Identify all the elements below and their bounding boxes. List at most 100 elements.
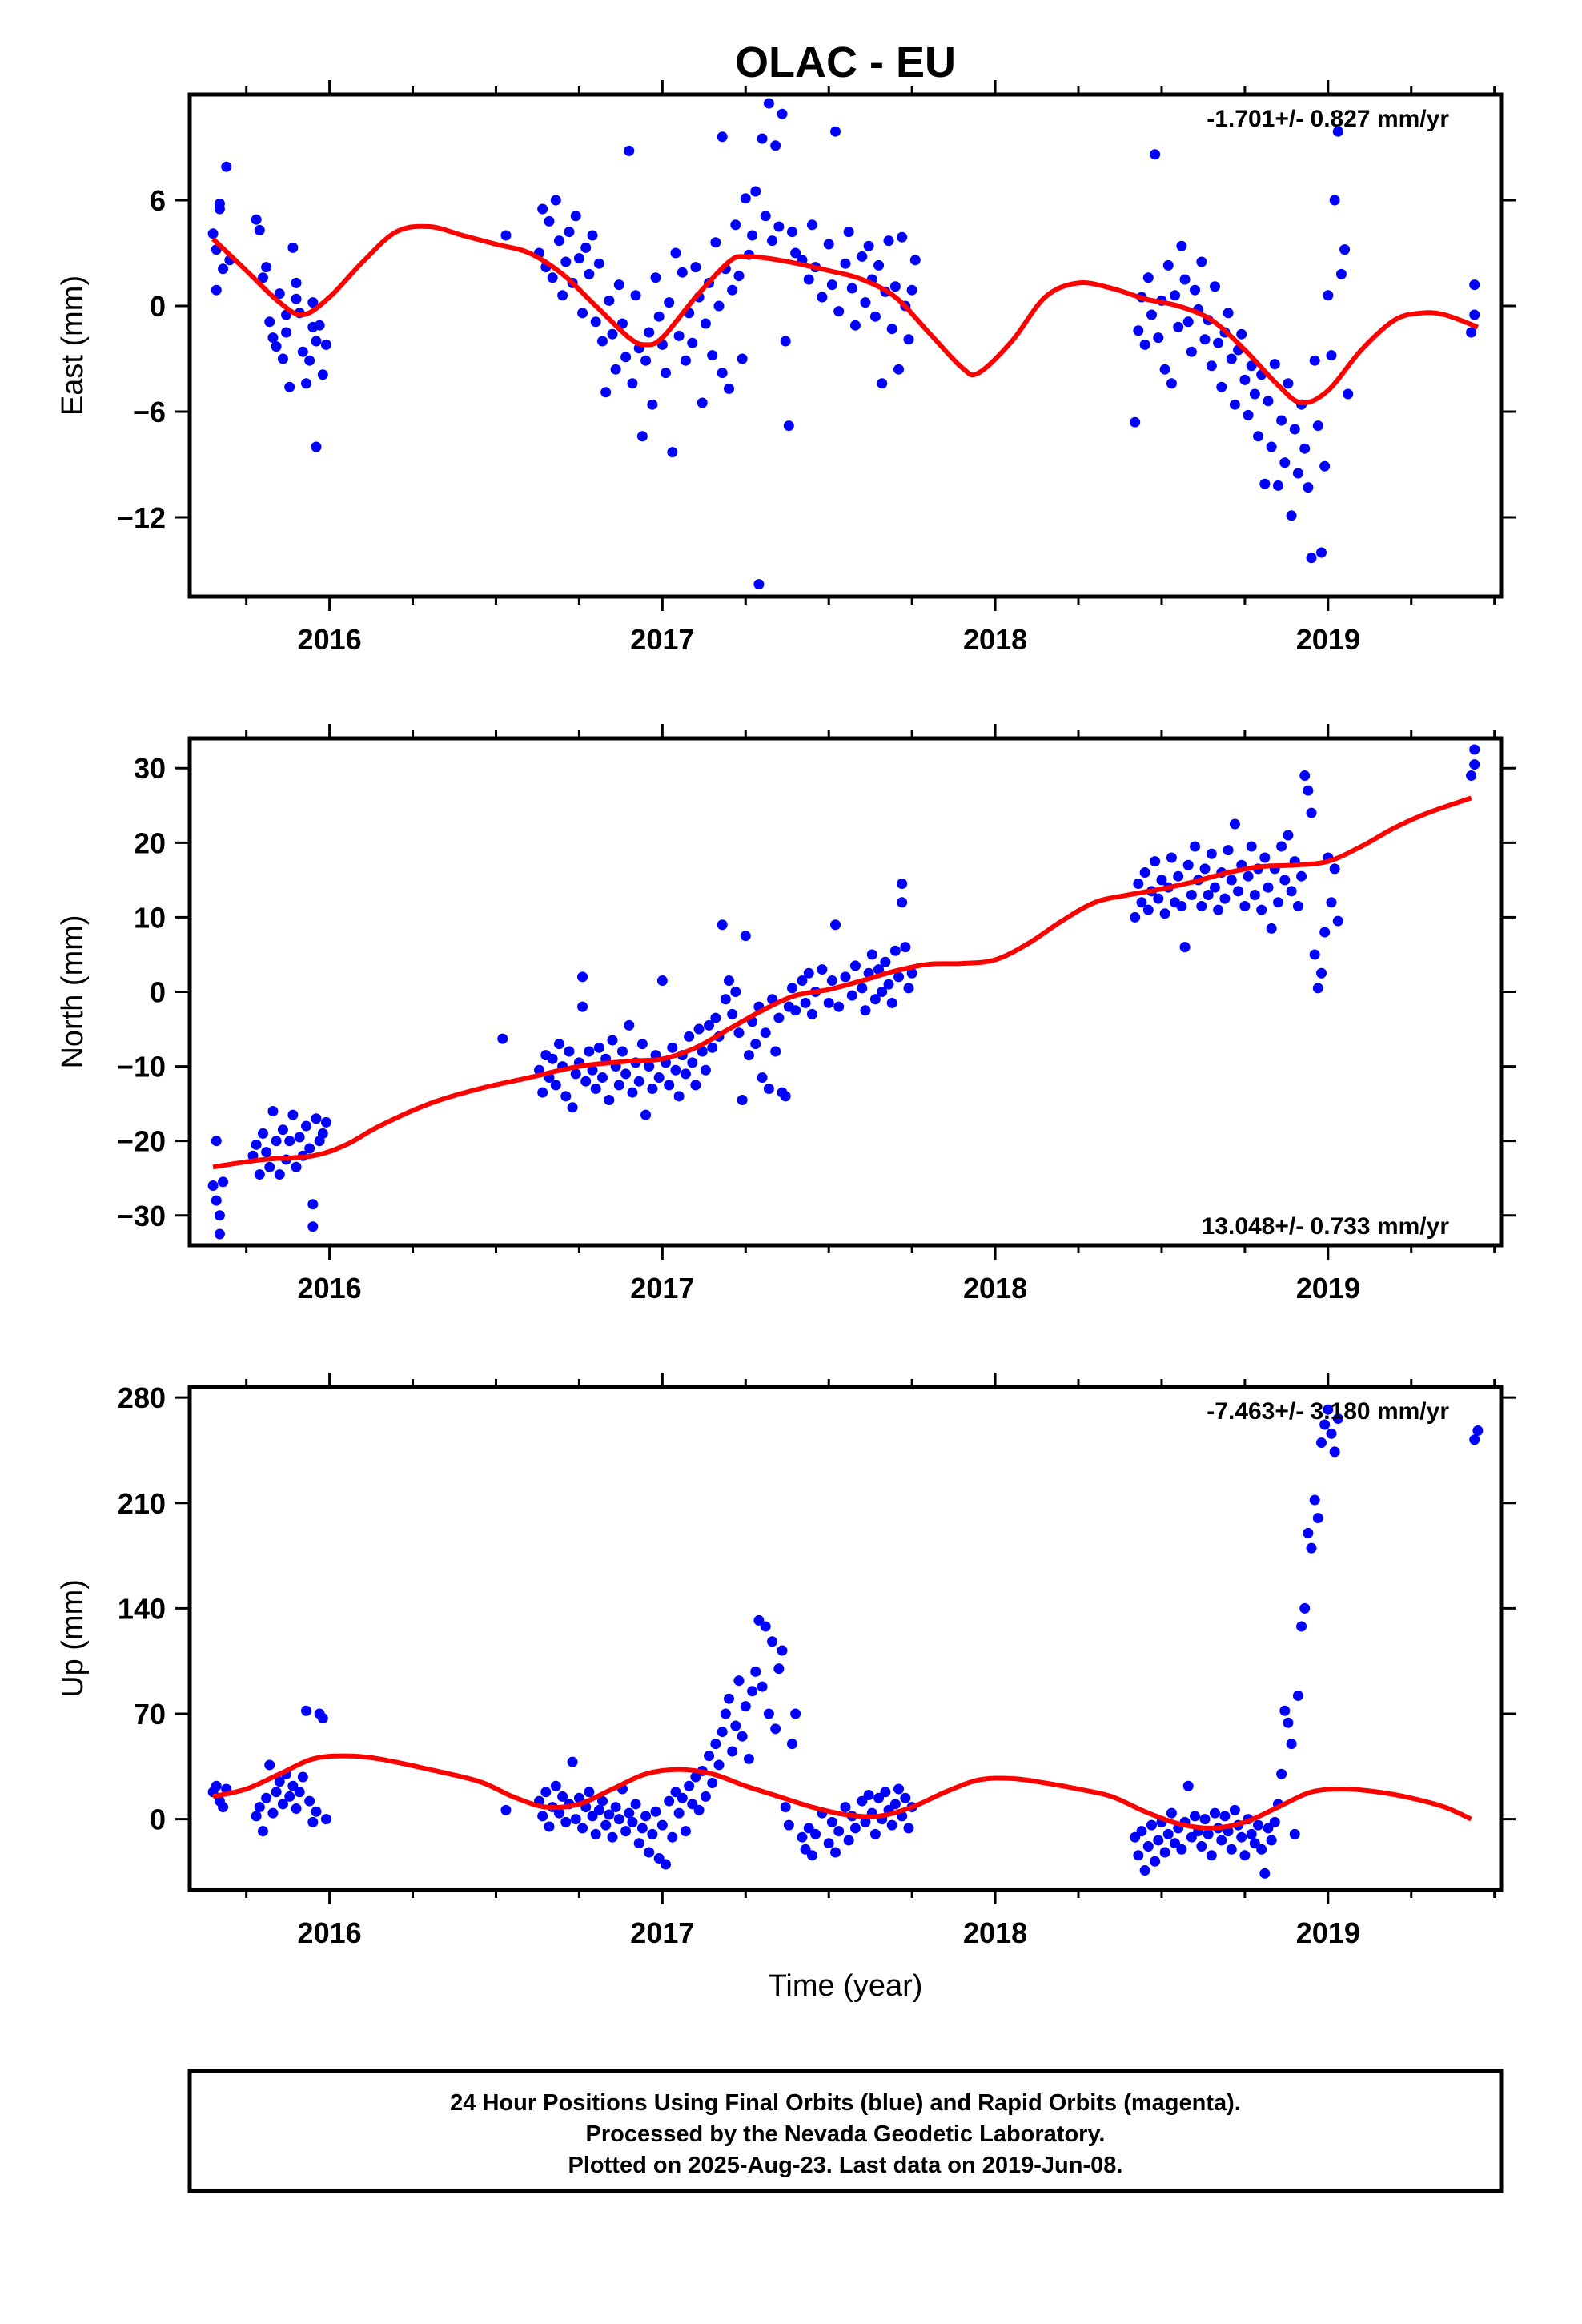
data-point: [704, 1751, 715, 1762]
data-point: [218, 263, 229, 275]
data-point: [1319, 460, 1331, 472]
data-point: [1186, 1831, 1197, 1843]
data-point: [1146, 309, 1157, 320]
data-point: [1216, 381, 1227, 392]
data-point: [277, 1124, 288, 1136]
data-point: [320, 339, 331, 350]
x-tick-label: 2016: [298, 623, 362, 656]
data-point: [661, 1859, 672, 1870]
data-point: [564, 1046, 575, 1057]
data-point: [770, 140, 781, 151]
data-point: [1133, 879, 1144, 890]
data-point: [1329, 195, 1340, 206]
y-tick-label: 0: [150, 1803, 166, 1836]
data-point: [707, 1778, 718, 1789]
data-point: [1332, 126, 1343, 137]
data-point: [889, 945, 901, 956]
data-point: [560, 1816, 572, 1827]
data-point: [1272, 897, 1283, 908]
data-point: [684, 1031, 695, 1042]
x-tick-label: 2018: [963, 1916, 1027, 1949]
data-point: [1469, 1434, 1480, 1445]
data-point: [710, 1012, 721, 1023]
data-point: [1332, 1413, 1343, 1424]
data-point: [580, 242, 592, 253]
data-point: [1335, 268, 1347, 279]
data-point: [560, 1091, 572, 1102]
data-point: [693, 1023, 705, 1035]
data-point: [627, 378, 638, 389]
data-point: [1259, 1868, 1271, 1879]
data-point: [274, 1169, 285, 1180]
data-point: [274, 288, 285, 300]
y-tick-label: 280: [118, 1381, 166, 1414]
data-point: [640, 355, 652, 366]
data-point: [1253, 1819, 1264, 1831]
model-curve: [212, 795, 1472, 1170]
data-point: [780, 1091, 791, 1102]
data-point: [737, 1094, 748, 1105]
data-point: [573, 253, 584, 264]
data-point: [1130, 416, 1141, 428]
data-point: [320, 1116, 331, 1128]
data-point: [1469, 309, 1480, 320]
data-point: [763, 1084, 774, 1095]
data-point: [584, 1787, 595, 1798]
data-point: [767, 235, 778, 247]
data-point: [636, 1823, 648, 1834]
data-point: [760, 1027, 771, 1039]
caption-line-2: Processed by the Nevada Geodetic Laborat…: [586, 2121, 1106, 2147]
data-point: [590, 316, 601, 328]
data-point: [500, 230, 512, 241]
data-point: [700, 1064, 711, 1076]
data-point: [823, 1838, 834, 1849]
data-point: [783, 1819, 794, 1831]
data-point: [687, 1057, 698, 1068]
data-point: [1303, 1527, 1314, 1538]
data-point: [777, 108, 788, 119]
data-point: [664, 1795, 675, 1807]
data-point: [1283, 1717, 1294, 1728]
data-point: [743, 1050, 754, 1061]
data-point: [627, 1087, 638, 1098]
data-point: [587, 230, 598, 241]
data-point: [733, 1027, 745, 1039]
data-point: [900, 942, 911, 953]
data-point: [830, 1847, 841, 1858]
data-point: [889, 281, 901, 292]
data-point: [1246, 360, 1257, 372]
data-point: [1292, 1690, 1303, 1701]
plot-area: [207, 744, 1480, 1240]
data-point: [1223, 308, 1234, 319]
data-point: [1199, 334, 1211, 345]
data-point: [1226, 353, 1237, 364]
data-point: [553, 1807, 564, 1819]
data-point: [297, 346, 308, 357]
data-point: [311, 1113, 322, 1124]
y-axis-label: North (mm): [56, 915, 90, 1068]
data-point: [830, 126, 841, 137]
data-point: [1469, 279, 1480, 291]
data-point: [760, 211, 771, 222]
data-point: [1289, 424, 1300, 435]
plot-frame: [187, 92, 1504, 599]
y-tick-label: 10: [134, 901, 166, 934]
data-point: [317, 1713, 328, 1724]
data-point: [1312, 983, 1323, 994]
data-point: [906, 967, 917, 979]
data-point: [584, 268, 595, 279]
data-point: [700, 1791, 711, 1802]
data-point: [1133, 325, 1144, 336]
data-point: [1319, 1419, 1331, 1430]
data-point: [1306, 1542, 1317, 1554]
data-point: [597, 1795, 608, 1807]
data-point: [207, 228, 219, 239]
data-point: [750, 186, 761, 197]
data-point: [810, 1828, 821, 1839]
data-point: [1296, 870, 1307, 882]
data-point: [1269, 359, 1280, 370]
data-point: [304, 355, 315, 366]
data-point: [1186, 346, 1197, 357]
y-tick-label: −12: [117, 501, 166, 534]
